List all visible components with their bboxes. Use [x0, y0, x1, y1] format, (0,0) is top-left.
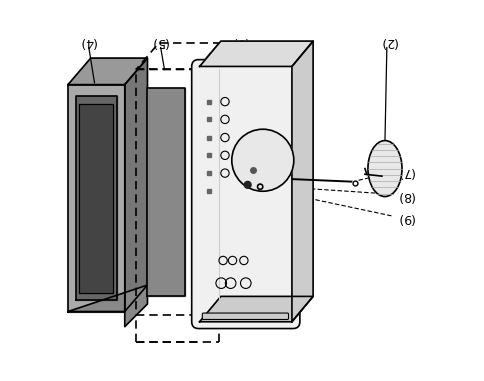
- Text: (7): (7): [396, 165, 414, 178]
- Circle shape: [244, 181, 251, 188]
- FancyBboxPatch shape: [202, 313, 288, 320]
- Polygon shape: [125, 58, 148, 312]
- Ellipse shape: [368, 141, 402, 197]
- Text: (5): (5): [150, 35, 167, 48]
- FancyBboxPatch shape: [192, 60, 300, 328]
- Polygon shape: [292, 41, 313, 322]
- Polygon shape: [68, 85, 125, 312]
- Polygon shape: [76, 96, 117, 300]
- Text: (2): (2): [379, 35, 396, 48]
- Polygon shape: [199, 296, 313, 322]
- Text: (8): (8): [396, 189, 414, 202]
- Polygon shape: [79, 104, 113, 293]
- Text: (4): (4): [78, 35, 96, 48]
- Circle shape: [232, 129, 294, 191]
- Polygon shape: [68, 58, 148, 85]
- Text: (6): (6): [230, 35, 248, 48]
- Polygon shape: [68, 285, 148, 327]
- Polygon shape: [199, 41, 313, 66]
- Polygon shape: [148, 88, 185, 296]
- Circle shape: [353, 180, 358, 185]
- Text: (9): (9): [396, 211, 414, 224]
